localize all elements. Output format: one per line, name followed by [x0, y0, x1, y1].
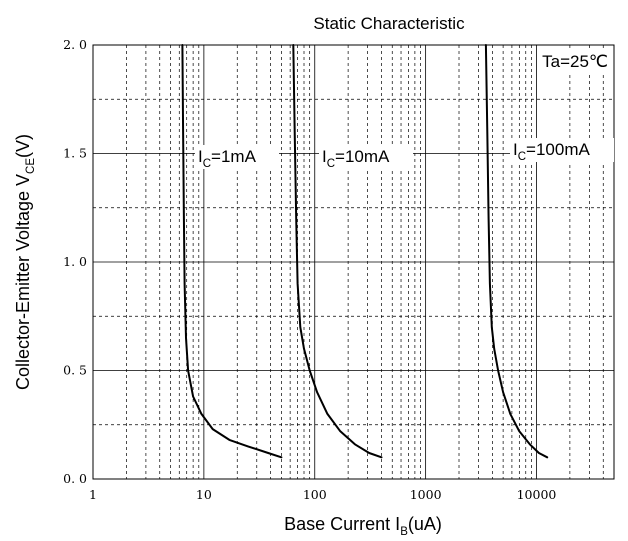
curve-label-bg: [510, 138, 614, 162]
series-line-ic-10ma: [292, 44, 383, 459]
curve-label-ic-10ma: IC=10mA: [322, 147, 390, 170]
x-axis-title-sub: B: [400, 526, 408, 538]
curve-label-main: I: [322, 147, 327, 166]
condition-label: Ta=25℃: [542, 52, 608, 71]
series-line-ic-100ma: [484, 44, 549, 459]
series-line-ic-1ma: [181, 44, 283, 459]
y-tick-label: 0. 0: [63, 471, 87, 486]
x-axis-title-main: Base Current I: [284, 514, 400, 534]
x-tick-label: 10: [196, 487, 212, 502]
curve-label-main: I: [198, 147, 203, 166]
curve-label-suffix: =1mA: [211, 147, 257, 166]
x-axis-title-suffix: (uA): [408, 514, 442, 534]
curve-label-suffix: =100mA: [526, 140, 590, 159]
curve-label-main: I: [513, 140, 518, 159]
y-axis-title-main: Collector-Emitter Voltage V: [13, 174, 33, 390]
curve-label-ic-1ma: IC=1mA: [198, 147, 257, 170]
x-tick-label: 10000: [517, 487, 557, 502]
x-axis-title: Base Current IB(uA): [284, 514, 442, 538]
curve-label-bg: [319, 145, 413, 169]
curve-label-sub: C: [518, 151, 526, 163]
y-tick-label: 0. 5: [63, 363, 87, 378]
grid: [93, 45, 614, 479]
curve-label-bg: [195, 145, 279, 169]
curve-label-sub: C: [203, 158, 211, 170]
tick-labels: 1 10 100 1000 10000 0. 0 0. 5 1. 0 1. 5 2. 0: [63, 37, 556, 502]
plot-frame: [92, 44, 615, 480]
curves: [181, 44, 549, 459]
curve-label-suffix: =10mA: [335, 147, 390, 166]
condition-label-bg: [539, 51, 611, 72]
y-tick-label: 1. 5: [63, 146, 87, 161]
y-axis-title: Collector-Emitter Voltage VCE(V): [13, 134, 37, 390]
chart-title: Static Characteristic: [313, 14, 465, 33]
x-tick-label: 1: [89, 487, 97, 502]
y-tick-label: 1. 0: [63, 254, 87, 269]
curve-labels: IC=1mA IC=10mA IC=100mA: [195, 138, 614, 170]
y-axis-title-suffix: (V): [13, 134, 33, 158]
y-tick-label: 2. 0: [63, 37, 87, 52]
curve-label-ic-100ma: IC=100mA: [513, 140, 590, 163]
y-axis-title-sub: CE: [25, 158, 37, 174]
x-tick-label: 1000: [410, 487, 442, 502]
x-tick-label: 100: [303, 487, 327, 502]
curve-label-sub: C: [327, 158, 335, 170]
